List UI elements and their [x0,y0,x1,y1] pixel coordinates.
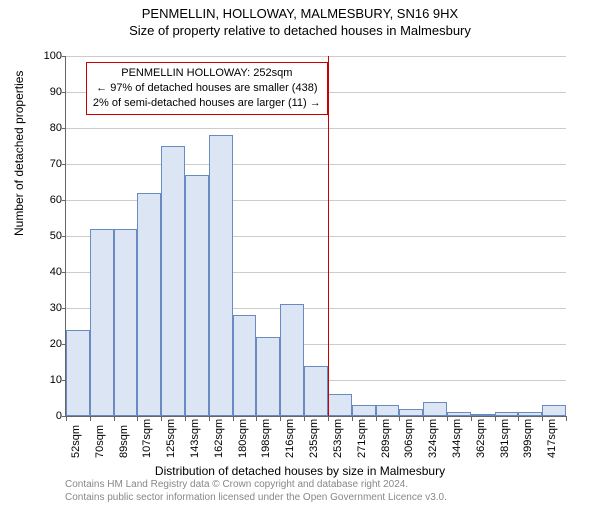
bar [137,193,161,416]
y-tick-label: 20 [32,338,66,350]
y-axis-label: Number of detached properties [12,71,26,236]
x-tick-mark [447,416,448,421]
chart-title-2: Size of property relative to detached ho… [0,23,600,38]
x-tick-mark [66,416,67,421]
x-tick-mark [352,416,353,421]
x-tick-label: 125sqm [165,419,177,458]
x-tick-mark [542,416,543,421]
info-box-line3: 2% of semi-detached houses are larger (1… [93,96,321,111]
y-tick-label: 90 [32,86,66,98]
bar [352,405,376,416]
reference-line [328,56,329,416]
x-tick-mark [376,416,377,421]
x-tick-mark [280,416,281,421]
x-tick-label: 235sqm [308,419,320,458]
x-tick-label: 306sqm [403,419,415,458]
y-tick-label: 70 [32,158,66,170]
x-tick-label: 289sqm [380,419,392,458]
x-tick-mark [423,416,424,421]
info-box: PENMELLIN HOLLOWAY: 252sqm ← 97% of deta… [86,62,328,115]
x-tick-label: 107sqm [141,419,153,458]
footer-line1: Contains HM Land Registry data © Crown c… [65,479,447,492]
bar [399,409,423,416]
bar [161,146,185,416]
y-tick-label: 10 [32,374,66,386]
x-tick-mark [399,416,400,421]
x-tick-label: 52sqm [70,425,82,458]
x-tick-mark [304,416,305,421]
bar [376,405,400,416]
y-tick-label: 100 [32,50,66,62]
bar [471,414,495,416]
y-tick-label: 0 [32,410,66,422]
bar [304,366,328,416]
bar [256,337,280,416]
x-tick-label: 162sqm [213,419,225,458]
x-tick-mark [495,416,496,421]
bar [90,229,114,416]
info-box-line1: PENMELLIN HOLLOWAY: 252sqm [93,66,321,81]
bar [518,412,542,416]
x-axis-label: Distribution of detached houses by size … [0,464,600,478]
y-tick-label: 50 [32,230,66,242]
x-tick-mark [566,416,567,421]
info-box-line2: ← 97% of detached houses are smaller (43… [93,81,321,96]
bar [66,330,90,416]
x-tick-label: 381sqm [499,419,511,458]
x-tick-label: 89sqm [118,425,130,458]
chart-title-1: PENMELLIN, HOLLOWAY, MALMESBURY, SN16 9H… [0,6,600,21]
x-tick-mark [185,416,186,421]
x-tick-mark [518,416,519,421]
bar [447,412,471,416]
x-tick-mark [90,416,91,421]
footer-attribution: Contains HM Land Registry data © Crown c… [65,479,447,504]
bar [423,402,447,416]
x-tick-label: 143sqm [189,419,201,458]
x-tick-mark [471,416,472,421]
x-tick-label: 216sqm [284,419,296,458]
x-tick-mark [137,416,138,421]
x-tick-mark [209,416,210,421]
x-tick-label: 180sqm [237,419,249,458]
bar [233,315,257,416]
bar [495,412,519,416]
x-tick-label: 70sqm [94,425,106,458]
x-tick-label: 362sqm [475,419,487,458]
bar [542,405,566,416]
x-tick-label: 399sqm [522,419,534,458]
bar [185,175,209,416]
bar [114,229,138,416]
y-tick-label: 30 [32,302,66,314]
x-tick-label: 253sqm [332,419,344,458]
x-tick-mark [328,416,329,421]
x-tick-label: 198sqm [260,419,272,458]
x-tick-label: 344sqm [451,419,463,458]
bar [209,135,233,416]
x-tick-mark [233,416,234,421]
bar [280,304,304,416]
footer-line2: Contains public sector information licen… [65,492,447,505]
x-tick-mark [161,416,162,421]
y-tick-label: 60 [32,194,66,206]
plot-area: 0102030405060708090100 52sqm70sqm89sqm10… [65,56,566,417]
x-tick-mark [114,416,115,421]
x-tick-label: 271sqm [356,419,368,458]
y-tick-label: 40 [32,266,66,278]
y-tick-label: 80 [32,122,66,134]
x-tick-mark [256,416,257,421]
x-tick-label: 417sqm [546,419,558,458]
bar [328,394,352,416]
x-tick-label: 324sqm [427,419,439,458]
